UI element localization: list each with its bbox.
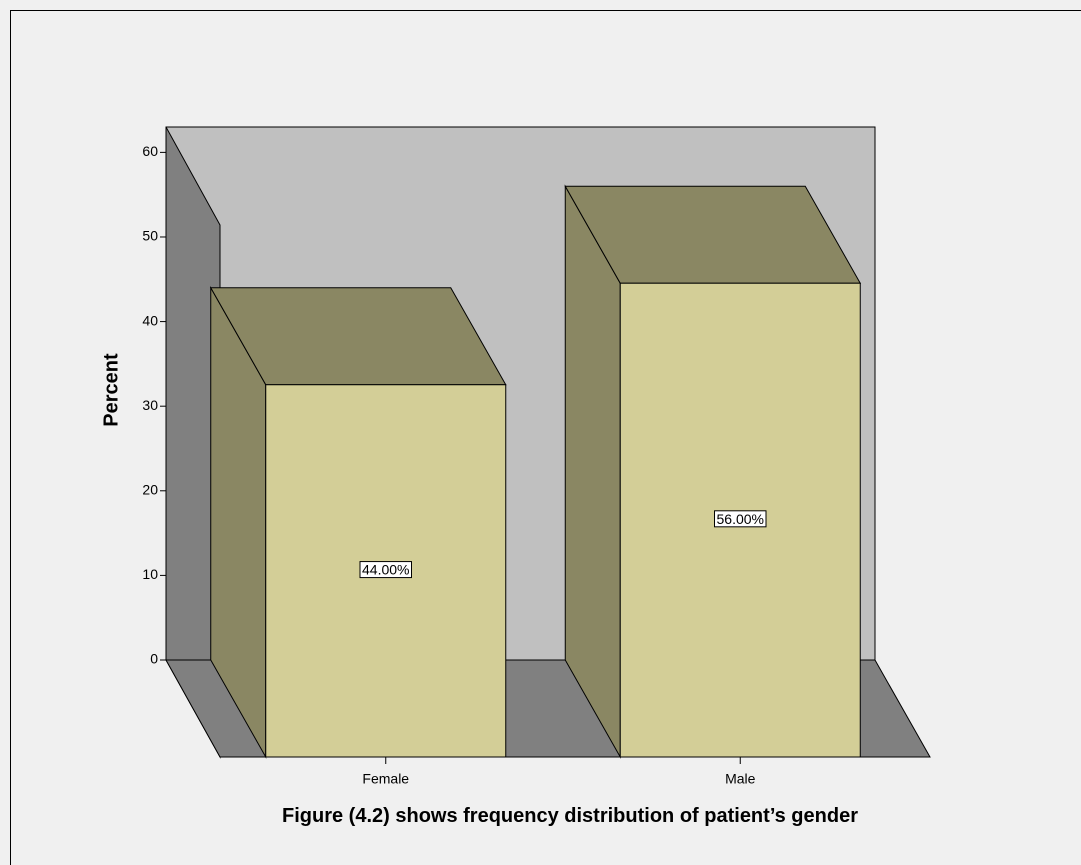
- y-tick-label: 40: [142, 312, 158, 328]
- y-tick-label: 60: [142, 143, 158, 159]
- x-tick-label: Male: [725, 771, 756, 787]
- value-label-box: [359, 561, 412, 579]
- chart-title: Figure (4.2) shows frequency distributio…: [282, 805, 858, 827]
- y-tick-label: 30: [142, 397, 158, 413]
- y-tick-label: 20: [142, 481, 158, 497]
- y-tick-label: 10: [142, 566, 158, 582]
- value-label-box: [714, 510, 767, 528]
- value-label: 56.00%: [717, 511, 764, 527]
- y-tick-label: 50: [142, 228, 158, 244]
- bar-side: [564, 184, 621, 759]
- value-label: 44.00%: [362, 562, 409, 578]
- x-tick-label: Female: [362, 771, 409, 787]
- y-tick-label: 0: [150, 651, 158, 667]
- y-axis-label: Percent: [100, 353, 122, 427]
